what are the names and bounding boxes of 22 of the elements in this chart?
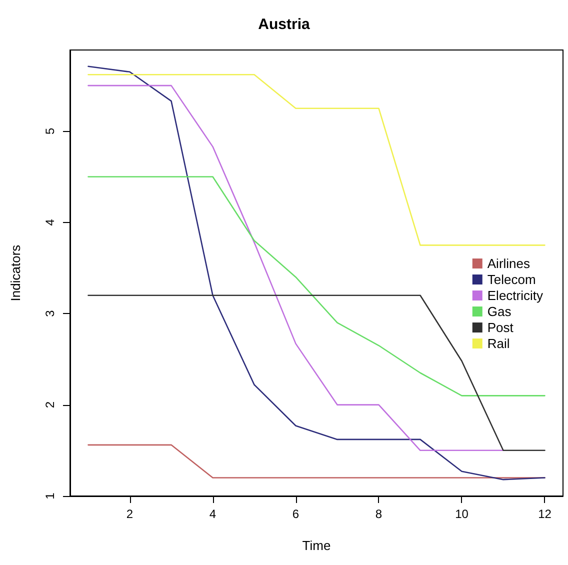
- y-tick-label: 3: [43, 310, 57, 317]
- legend-label: Gas: [487, 304, 512, 319]
- x-tick-label: 10: [455, 507, 469, 521]
- legend-label: Airlines: [487, 256, 531, 271]
- y-axis-title: Indicators: [8, 244, 23, 302]
- line-series: [88, 176, 546, 396]
- y-tick-label: 4: [43, 218, 57, 226]
- chart-title: Austria: [258, 16, 310, 33]
- legend-label: Telecom: [487, 272, 536, 287]
- x-tick-label: 2: [126, 507, 134, 521]
- x-tick-label: 12: [538, 507, 552, 521]
- x-tick-label: 6: [292, 507, 300, 521]
- y-tick-label: 5: [43, 128, 57, 135]
- x-tick-label: 8: [375, 507, 382, 521]
- line-series: [88, 66, 546, 480]
- y-tick-label: 2: [43, 401, 57, 408]
- x-tick-label: 4: [209, 507, 216, 521]
- legend-label: Electricity: [487, 288, 544, 303]
- x-axis-title: Time: [302, 538, 331, 553]
- legend-label: Post: [487, 320, 514, 335]
- y-tick-label: 1: [43, 492, 57, 500]
- legend-label: Rail: [487, 336, 510, 351]
